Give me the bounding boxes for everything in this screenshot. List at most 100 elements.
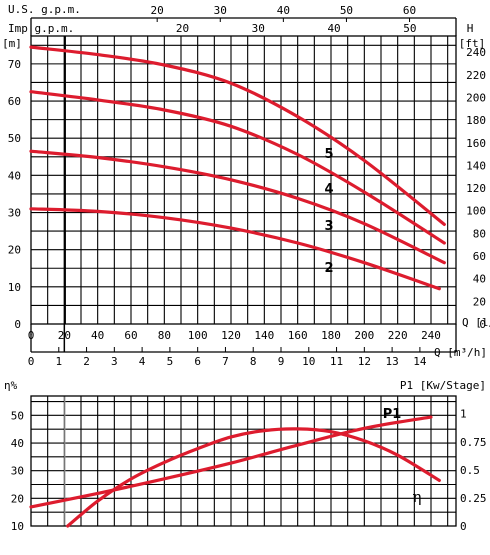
curve-number-label: 4 xyxy=(324,182,333,197)
bottom-chart-labels: η% P1 [Kw/Stage] P1 η xyxy=(4,379,486,506)
y-tick-label-eta: 20 xyxy=(11,492,24,505)
head-curves xyxy=(29,45,446,291)
y-tick-label-m: 0 xyxy=(14,318,21,331)
top-chart-frame xyxy=(30,17,457,353)
y-tick-label-ft: 60 xyxy=(473,250,486,263)
x-tick-label-lmin: 100 xyxy=(188,329,208,342)
top-chart-grid xyxy=(31,36,456,352)
x-tick-label-lmin: 180 xyxy=(321,329,341,342)
power-curve-p1 xyxy=(29,415,433,509)
efficiency-power-curves xyxy=(29,415,441,528)
plot-border xyxy=(30,35,457,325)
y-tick-label-ft: 0 xyxy=(479,318,486,331)
x-tick-label-lmin: 40 xyxy=(91,329,104,342)
y-tick-label-ft: 140 xyxy=(466,159,486,172)
x-tick-label-m3h: 6 xyxy=(194,355,201,368)
x-tick-label-m3h: 14 xyxy=(413,355,427,368)
head-curve-4 xyxy=(29,90,446,245)
impgpm-tick-label: 30 xyxy=(252,22,265,35)
x-tick-label-lmin: 80 xyxy=(158,329,171,342)
impgpm-tick-label: 40 xyxy=(327,22,340,35)
x-tick-label-m3h: 3 xyxy=(111,355,118,368)
y-tick-label-m: 70 xyxy=(8,58,21,71)
x-tick-label-m3h: 0 xyxy=(28,355,35,368)
x-tick-label-lmin: 220 xyxy=(388,329,408,342)
x-axis-lmin-label: Q [l/1'] xyxy=(462,316,490,329)
y-tick-label-ft: 220 xyxy=(466,69,486,82)
impgpm-tick-label: 20 xyxy=(176,22,189,35)
y-tick-label-ft: 240 xyxy=(466,46,486,59)
x-tick-label-lmin: 200 xyxy=(354,329,374,342)
usgpm-tick-label: 20 xyxy=(151,4,164,17)
head-curve-5 xyxy=(29,45,446,226)
x-tick-label-lmin: 0 xyxy=(28,329,35,342)
y-tick-label-ft: 100 xyxy=(466,205,486,218)
x-tick-label-lmin: 60 xyxy=(124,329,137,342)
y-tick-label-m: 10 xyxy=(8,281,21,294)
y-tick-label-ft: 200 xyxy=(466,91,486,104)
eta-axis-title: η% xyxy=(4,379,18,392)
x-tick-label-m3h: 8 xyxy=(250,355,257,368)
usgpm-tick-label: 60 xyxy=(403,4,416,17)
y-tick-label-ft: 40 xyxy=(473,273,486,286)
p1-curve-label: P1 xyxy=(383,407,402,422)
x-tick-label-m3h: 5 xyxy=(167,355,174,368)
curve-number-label: 3 xyxy=(324,219,333,234)
y-tick-label-ft: 120 xyxy=(466,182,486,195)
bottom-chart-frame xyxy=(30,395,457,527)
y-tick-label-eta: 40 xyxy=(11,437,24,450)
bottom-chart-ticks: 10 20 30 40 50 0 0.25 0.5 0.75 1 xyxy=(11,408,487,533)
left-axis-unit: [m] xyxy=(2,37,22,50)
y-tick-label-ft: 80 xyxy=(473,227,486,240)
y-tick-label-p1: 0.5 xyxy=(460,464,480,477)
y-tick-label-eta: 50 xyxy=(11,409,24,422)
y-tick-label-m: 30 xyxy=(8,207,21,220)
curve-number-label: 2 xyxy=(324,261,333,276)
right-axis-title: H xyxy=(467,22,474,35)
x-tick-label-m3h: 7 xyxy=(222,355,229,368)
y-tick-label-m: 20 xyxy=(8,244,21,257)
curve-number-label: 5 xyxy=(324,147,333,162)
y-tick-label-ft: 20 xyxy=(473,295,486,308)
y-tick-label-ft: 160 xyxy=(466,137,486,150)
usgpm-tick-label: 40 xyxy=(277,4,290,17)
x-tick-label-m3h: 12 xyxy=(358,355,371,368)
y-tick-label-p1: 0.25 xyxy=(460,492,487,505)
efficiency-curve-eta xyxy=(66,427,441,528)
x-tick-label-m3h: 11 xyxy=(330,355,343,368)
y-tick-label-p1: 1 xyxy=(460,408,467,421)
y-tick-label-m: 60 xyxy=(8,95,21,108)
x-tick-label-lmin: 120 xyxy=(221,329,241,342)
head-curve-3 xyxy=(29,149,446,265)
usgpm-tick-label: 30 xyxy=(214,4,227,17)
impgpm-tick-label: 50 xyxy=(403,22,416,35)
y-tick-label-p1: 0.75 xyxy=(460,436,487,449)
x-tick-label-lmin: 140 xyxy=(254,329,274,342)
x-tick-label-m3h: 1 xyxy=(55,355,62,368)
bottom-chart-grid xyxy=(31,396,456,526)
x-axis-m3h-label: Q [m³/h] xyxy=(434,346,487,359)
x-tick-label-m3h: 4 xyxy=(139,355,146,368)
x-tick-label-m3h: 9 xyxy=(278,355,285,368)
head-curve-2 xyxy=(29,207,441,291)
x-tick-label-m3h: 10 xyxy=(302,355,315,368)
y-tick-label-m: 40 xyxy=(8,169,21,182)
top-chart-labels: U.S. g.p.m. Imp g.p.m. [m] H [ft] Q [l/1'] Q [… xyxy=(2,3,490,359)
x-tick-label-m3h: 13 xyxy=(385,355,398,368)
top-chart-ticks: 0102030405060700204060801001201401601802… xyxy=(8,4,486,368)
x-tick-label-lmin: 240 xyxy=(421,329,441,342)
eta-curve-label: η xyxy=(413,488,422,506)
y-tick-label-ft: 180 xyxy=(466,114,486,127)
y-tick-label-m: 50 xyxy=(8,132,21,145)
impgpm-axis-label: Imp g.p.m. xyxy=(8,22,74,35)
y-tick-label-eta: 10 xyxy=(11,520,24,533)
x-tick-label-lmin: 20 xyxy=(58,329,71,342)
p1-axis-title: P1 [Kw/Stage] xyxy=(400,379,486,392)
y-tick-label-eta: 30 xyxy=(11,465,24,478)
x-tick-label-lmin: 160 xyxy=(288,329,308,342)
usgpm-tick-label: 50 xyxy=(340,4,353,17)
plot-border xyxy=(30,395,457,527)
x-tick-label-m3h: 2 xyxy=(83,355,90,368)
right-axis-unit: [ft] xyxy=(459,37,486,50)
